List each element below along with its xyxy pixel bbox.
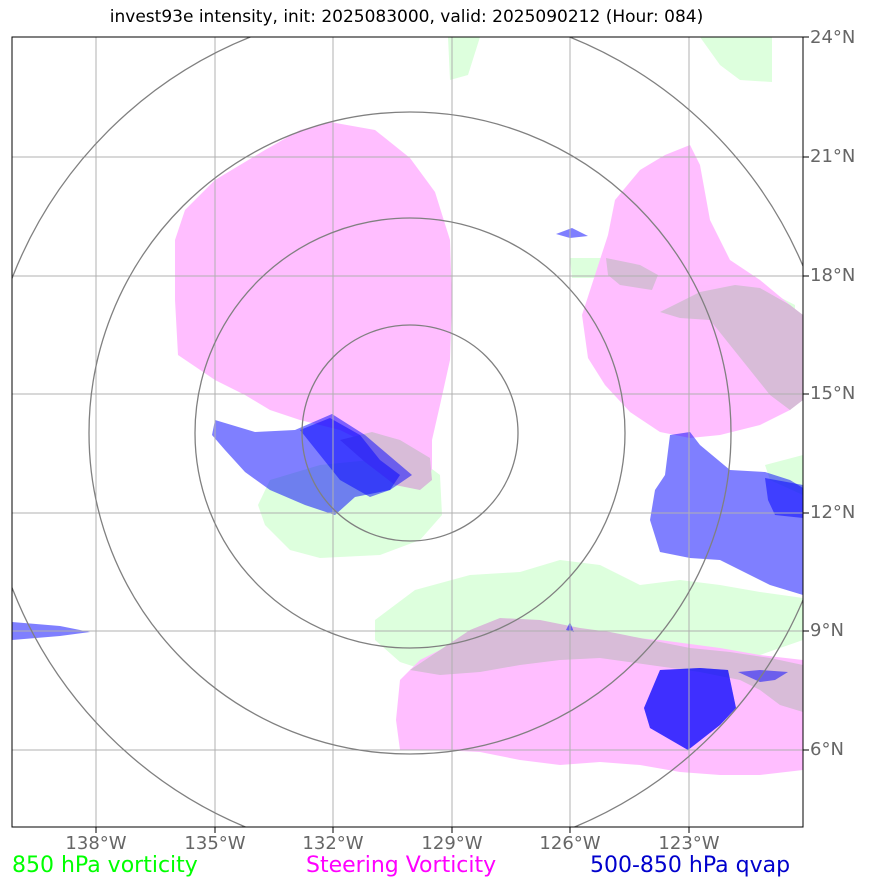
lat-label-12n: 12°N: [810, 502, 856, 523]
axis-ticks: [95, 36, 809, 833]
lat-label-24n: 24°N: [810, 27, 856, 48]
lon-label-126w: 126°W: [539, 833, 601, 854]
plot-frame: [11, 36, 804, 828]
legend-qvap: 500-850 hPa qvap: [590, 853, 791, 878]
lat-label-18n: 18°N: [810, 265, 856, 286]
lon-label-129w: 129°W: [421, 833, 483, 854]
range-rings: [12, 37, 803, 827]
lat-label-9n: 9°N: [810, 620, 844, 641]
legend-steering-vorticity: Steering Vorticity: [306, 853, 497, 878]
lat-label-15n: 15°N: [810, 383, 856, 404]
lon-label-135w: 135°W: [184, 833, 246, 854]
lon-label-132w: 132°W: [302, 833, 364, 854]
lon-label-138w: 138°W: [65, 833, 127, 854]
map-title: invest93e intensity, init: 2025083000, v…: [109, 7, 704, 27]
lat-label-6n: 6°N: [810, 739, 844, 760]
lat-label-21n: 21°N: [810, 146, 856, 167]
legend-850-vorticity: 850 hPa vorticity: [12, 853, 198, 878]
lon-label-123w: 123°W: [658, 833, 720, 854]
lat-lon-grid: [12, 37, 803, 827]
